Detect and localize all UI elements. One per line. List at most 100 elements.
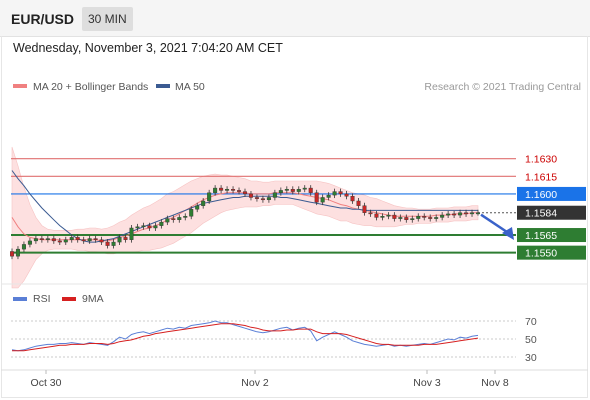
ma50-legend-label: MA 50 [175, 81, 205, 93]
level-labels: 1.1630 1.1615 1.1600 1.1584 1.1565 1.1550 [517, 154, 586, 260]
rsi-tick-label: 30 [525, 352, 537, 364]
bollinger-band-area [11, 146, 479, 289]
candle [302, 187, 307, 190]
candle [201, 200, 206, 206]
candle [57, 240, 62, 243]
candle [213, 187, 218, 193]
candle [93, 238, 98, 240]
candle [332, 191, 337, 196]
candles [9, 185, 481, 260]
candle [308, 187, 313, 193]
candle [45, 238, 50, 240]
rsi-tick-label: 70 [525, 316, 537, 328]
candle [284, 189, 289, 191]
candle [99, 239, 104, 243]
candle [410, 218, 415, 220]
x-tick-label: Nov 2 [241, 377, 269, 389]
candle [69, 237, 74, 240]
level-box-4 [517, 228, 586, 243]
level-label-3: 1.1584 [525, 208, 557, 220]
level-label-4: 1.1565 [525, 230, 557, 242]
rsi-legend-swatch [13, 297, 27, 301]
candle [177, 217, 182, 220]
rsi9-line [12, 323, 479, 352]
candle [278, 190, 283, 193]
candle [458, 212, 463, 216]
candle [434, 217, 439, 219]
credit-label: Research © 2021 Trading Central [424, 81, 581, 93]
candle [9, 251, 14, 257]
candle [398, 217, 403, 219]
arrow-shaft [480, 213, 508, 234]
candle [141, 225, 146, 228]
candle [248, 193, 253, 198]
candle [446, 213, 451, 216]
candle [338, 191, 343, 195]
candle [123, 237, 128, 240]
arrow-head [502, 227, 514, 240]
candle [21, 244, 26, 250]
candle [464, 212, 469, 215]
candle [356, 200, 361, 206]
candle [266, 197, 271, 201]
candle [428, 217, 433, 219]
rsi9-legend-swatch [62, 297, 76, 301]
ma20-legend-label: MA 20 + Bollinger Bands [33, 81, 148, 93]
level-box-2 [517, 186, 586, 201]
ma50-legend-swatch [156, 84, 170, 88]
candle [129, 227, 134, 240]
candle [404, 217, 409, 220]
candle [314, 192, 319, 203]
top-bar: EUR/USD 30 MIN [0, 0, 590, 37]
candle [225, 189, 230, 191]
candle [386, 214, 391, 217]
rsi-legend-label: RSI [33, 293, 51, 305]
ma20-legend-swatch [13, 84, 27, 88]
level-label-1: 1.1615 [525, 171, 557, 183]
candle [39, 238, 44, 240]
candle [159, 221, 164, 226]
level-label-0: 1.1630 [525, 154, 557, 166]
candle [254, 197, 259, 199]
candle [368, 212, 373, 215]
candle [422, 216, 427, 218]
candle [147, 225, 152, 229]
candle [237, 190, 242, 192]
x-tick-label: Nov 8 [481, 377, 509, 389]
candle [326, 194, 331, 198]
candle [81, 239, 86, 242]
candle [195, 205, 200, 210]
candle [380, 216, 385, 218]
rsi-grid: 70 50 30 [11, 316, 537, 364]
candle [374, 213, 379, 218]
candle [272, 192, 277, 198]
candle [15, 248, 20, 257]
x-axis-ticks: Oct 30 Nov 2 Nov 3 Nov 8 [31, 370, 509, 389]
candle [260, 198, 265, 201]
candle [440, 214, 445, 218]
candle [350, 196, 355, 202]
candle [117, 237, 122, 243]
candle [33, 238, 38, 242]
candle [470, 212, 475, 215]
level-label-2: 1.1600 [525, 189, 557, 201]
candle [344, 193, 349, 197]
candle [105, 241, 110, 246]
candle [242, 191, 247, 195]
candle [207, 192, 212, 202]
candle [296, 189, 301, 192]
candle [452, 213, 457, 216]
level-label-5: 1.1550 [525, 248, 557, 260]
x-tick-label: Nov 3 [413, 377, 441, 389]
rsi9-legend-label: 9MA [82, 293, 104, 305]
candle [87, 238, 92, 242]
candle [416, 216, 421, 219]
rsi-lines [11, 320, 479, 352]
bollinger-band [11, 146, 479, 289]
candle [171, 218, 176, 220]
timeframe-button[interactable]: 30 MIN [82, 7, 133, 31]
instrument-title: EUR/USD [11, 11, 75, 27]
candle [476, 212, 481, 215]
projection-arrow [480, 213, 514, 240]
